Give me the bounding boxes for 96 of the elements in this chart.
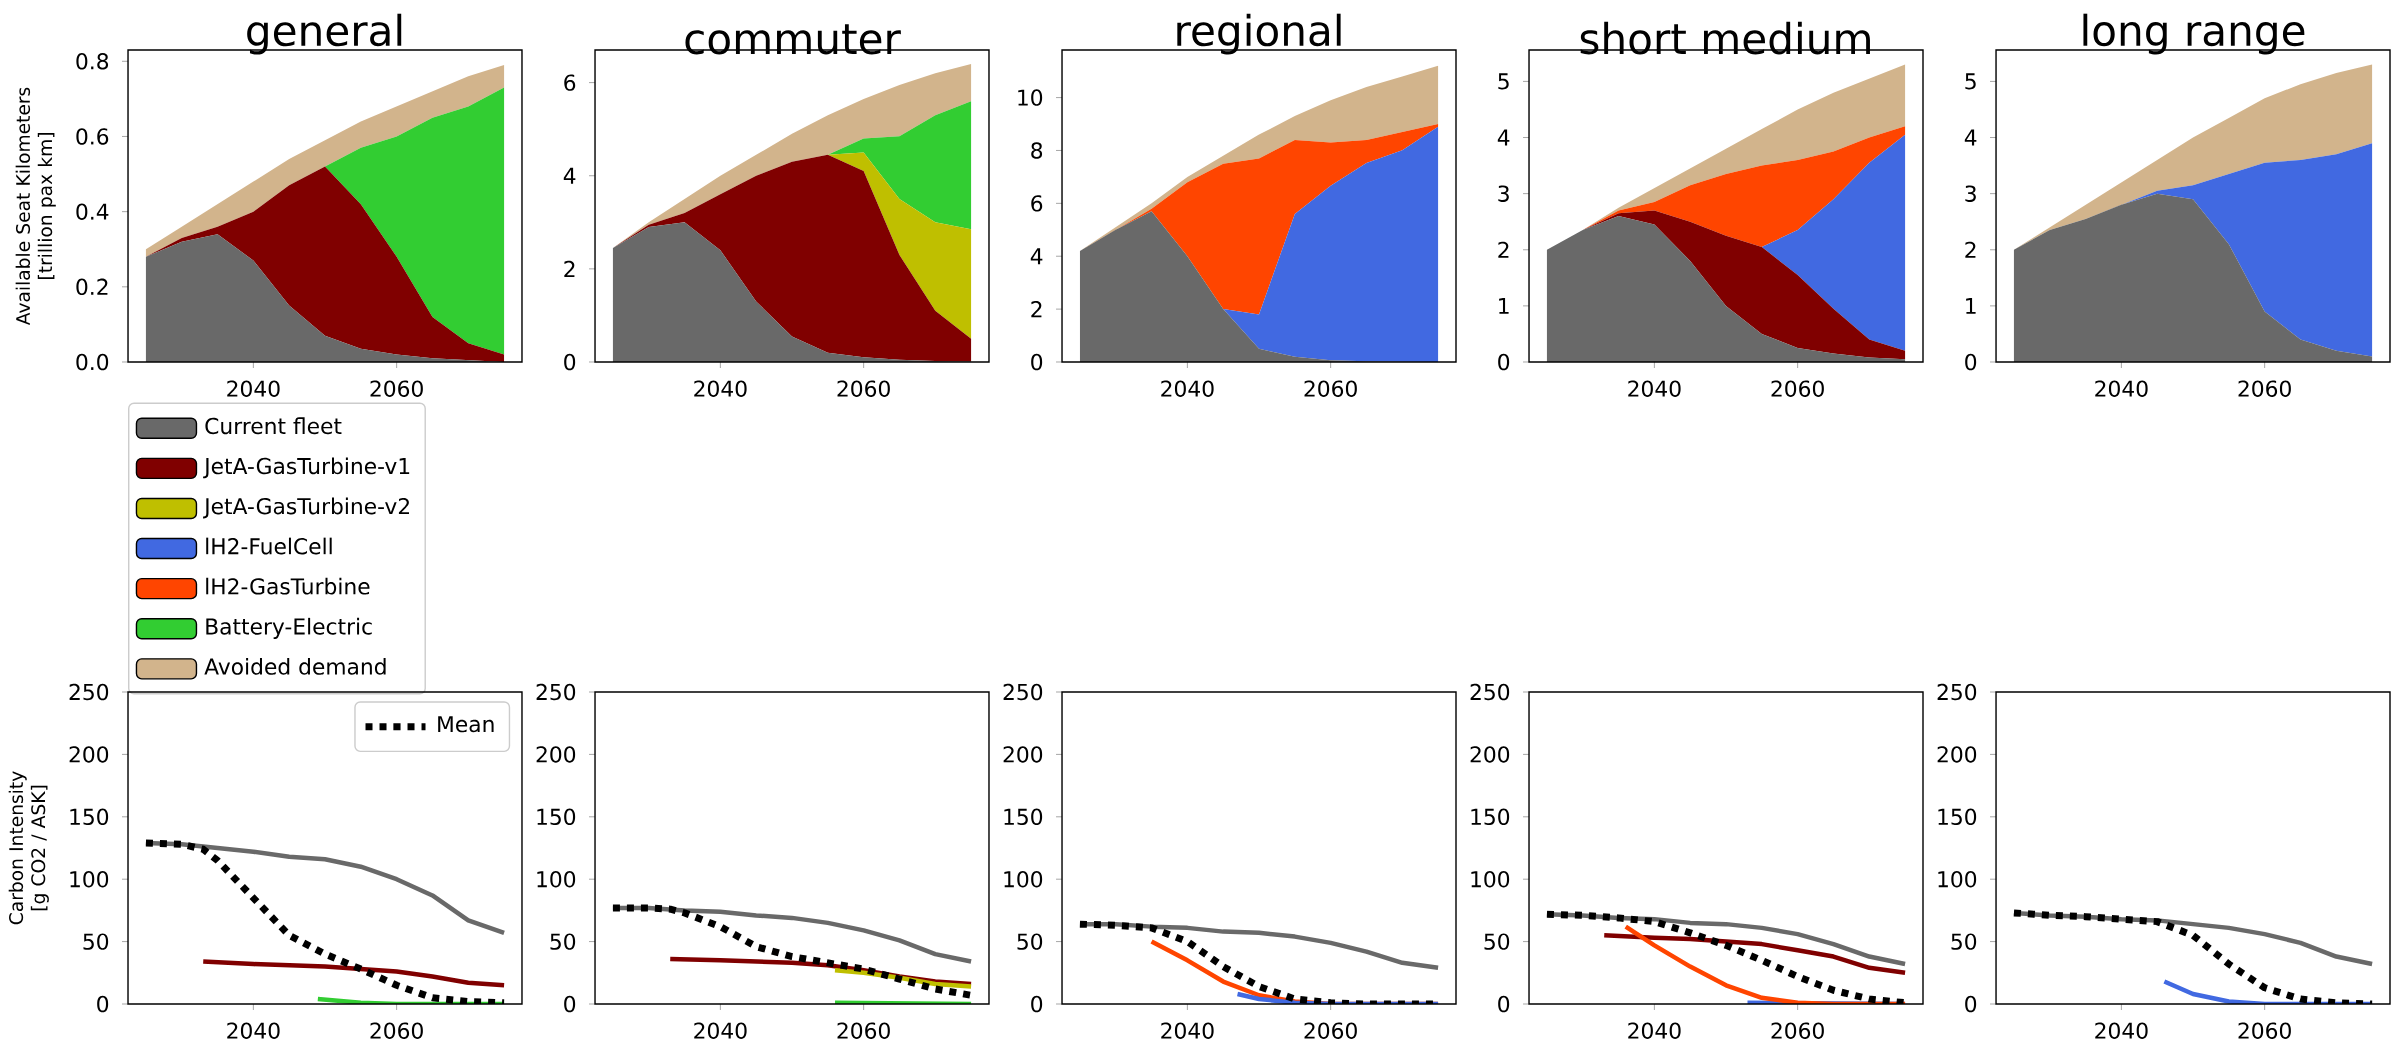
line-series: [1601, 933, 1908, 976]
x-tick-label: 2060: [1771, 1022, 1824, 1039]
y-tick-label: 0: [1031, 353, 1043, 371]
y-tick-label: 0: [1498, 353, 1510, 371]
x-tick-label: 2040: [1628, 380, 1681, 397]
y-tick-label: 2: [1965, 241, 1976, 258]
y-tick-label: 0.4: [76, 203, 109, 220]
y-tick-label: 0: [564, 353, 576, 371]
legend-label: JetA-GasTurbine-v1: [203, 457, 410, 479]
y-tick-label: 200: [69, 746, 109, 763]
y-tick-label: 150: [1004, 808, 1043, 826]
legend-label: Battery-Electric: [206, 617, 372, 639]
y-axis-title: Available Seat Kilometers [trillion pax km]: [15, 87, 56, 326]
y-tick-label: 0.8: [76, 53, 109, 70]
line-series: [1235, 991, 1441, 1004]
chart-title: regional: [1177, 13, 1341, 55]
line-series: [1623, 924, 1908, 1004]
x-tick-label: 2060: [837, 380, 890, 397]
chart-title: general: [247, 13, 402, 55]
legend-label: JetA-GasTurbine-v2: [203, 497, 409, 519]
y-tick-label: 100: [1004, 870, 1043, 888]
x-tick-label: 2060: [370, 380, 423, 397]
x-tick-label: 2040: [2095, 380, 2148, 397]
x-tick-label: 2040: [1628, 1022, 1681, 1039]
y-tick-label: 250: [1470, 683, 1510, 701]
y-tick-label: 100: [1938, 870, 1977, 888]
y-tick-label: 0: [1965, 995, 1977, 1013]
y-tick-label: 0.0: [76, 353, 109, 371]
y-tick-label: 0.2: [76, 278, 108, 296]
y-tick-label: 50: [1017, 933, 1043, 950]
y-tick-label: 3: [1498, 185, 1509, 202]
y-tick-label: 150: [1938, 808, 1977, 826]
y-tick-label: 50: [83, 933, 109, 950]
y-tick-label: 2: [1031, 301, 1042, 318]
x-tick-label: 2040: [694, 380, 747, 397]
y-tick-label: 200: [1003, 746, 1043, 763]
y-tick-label: 2: [1498, 241, 1509, 258]
y-tick-label: 1: [1966, 297, 1976, 314]
x-tick-label: 2060: [837, 1022, 890, 1039]
y-tick-label: 50: [1951, 933, 1977, 950]
x-tick-label: 2040: [694, 1022, 747, 1039]
y-tick-label: 250: [69, 683, 109, 701]
x-tick-label: 2040: [227, 380, 280, 397]
x-tick-label: 2060: [1304, 1022, 1357, 1039]
y-tick-label: 0: [564, 995, 576, 1013]
x-tick-label: 2060: [1771, 380, 1824, 397]
chart-title: long range: [2083, 13, 2305, 55]
x-tick-label: 2060: [370, 1022, 423, 1039]
y-tick-label: 50: [550, 933, 576, 950]
y-tick-label: 4: [1964, 129, 1977, 146]
y-tick-label: 0: [97, 995, 109, 1013]
y-tick-label: 6: [1031, 195, 1043, 212]
chart-title: short medium: [1580, 21, 1870, 55]
x-tick-label: 2060: [2238, 380, 2291, 397]
y-tick-label: 50: [1484, 933, 1510, 950]
y-tick-label: 150: [537, 808, 576, 826]
legend-label: Avoided demand: [204, 657, 386, 675]
y-tick-label: 0.6: [76, 128, 109, 145]
y-tick-label: 1: [1499, 297, 1509, 314]
y-tick-label: 100: [1471, 870, 1510, 888]
y-tick-label: 6: [564, 74, 576, 91]
y-tick-label: 250: [536, 683, 576, 701]
y-tick-label: 4: [563, 167, 576, 184]
y-tick-label: 200: [536, 746, 576, 763]
y-tick-label: 100: [70, 870, 109, 888]
y-tick-label: 5: [1965, 73, 1976, 90]
y-tick-label: 250: [1003, 683, 1043, 701]
y-tick-label: 100: [537, 870, 576, 888]
x-tick-label: 2060: [1304, 380, 1357, 397]
y-tick-label: 3: [1965, 185, 1976, 202]
y-tick-label: 150: [1471, 808, 1510, 826]
y-tick-label: 150: [70, 808, 109, 826]
x-tick-label: 2040: [2095, 1022, 2148, 1039]
line-series: [200, 959, 507, 988]
y-tick-label: 200: [1937, 746, 1977, 763]
legend-label: Current fleet: [205, 417, 342, 435]
y-tick-label: 4: [1497, 129, 1510, 146]
y-axis-title: Carbon Intensity [g CO2 / ASK]: [8, 771, 49, 925]
legend-label: lH2-FuelCell: [206, 537, 332, 555]
y-tick-label: 0: [1498, 995, 1510, 1013]
y-tick-label: 8: [1031, 142, 1043, 159]
x-tick-label: 2060: [2238, 1022, 2291, 1039]
y-tick-label: 5: [1498, 73, 1509, 90]
x-tick-label: 2040: [227, 1022, 280, 1039]
y-tick-label: 2: [564, 260, 575, 277]
y-tick-label: 0: [1965, 353, 1977, 371]
y-tick-label: 0: [1031, 995, 1043, 1013]
x-tick-label: 2040: [1161, 380, 1214, 397]
legend-label: lH2-GasTurbine: [206, 577, 370, 595]
x-tick-label: 2040: [1161, 1022, 1214, 1039]
y-tick-label: 200: [1470, 746, 1510, 763]
y-tick-label: 10: [1018, 89, 1043, 106]
legend-label: Mean: [438, 716, 494, 733]
y-tick-label: 4: [1030, 248, 1043, 265]
y-tick-label: 250: [1937, 683, 1977, 701]
chart-title: commuter: [685, 24, 901, 55]
